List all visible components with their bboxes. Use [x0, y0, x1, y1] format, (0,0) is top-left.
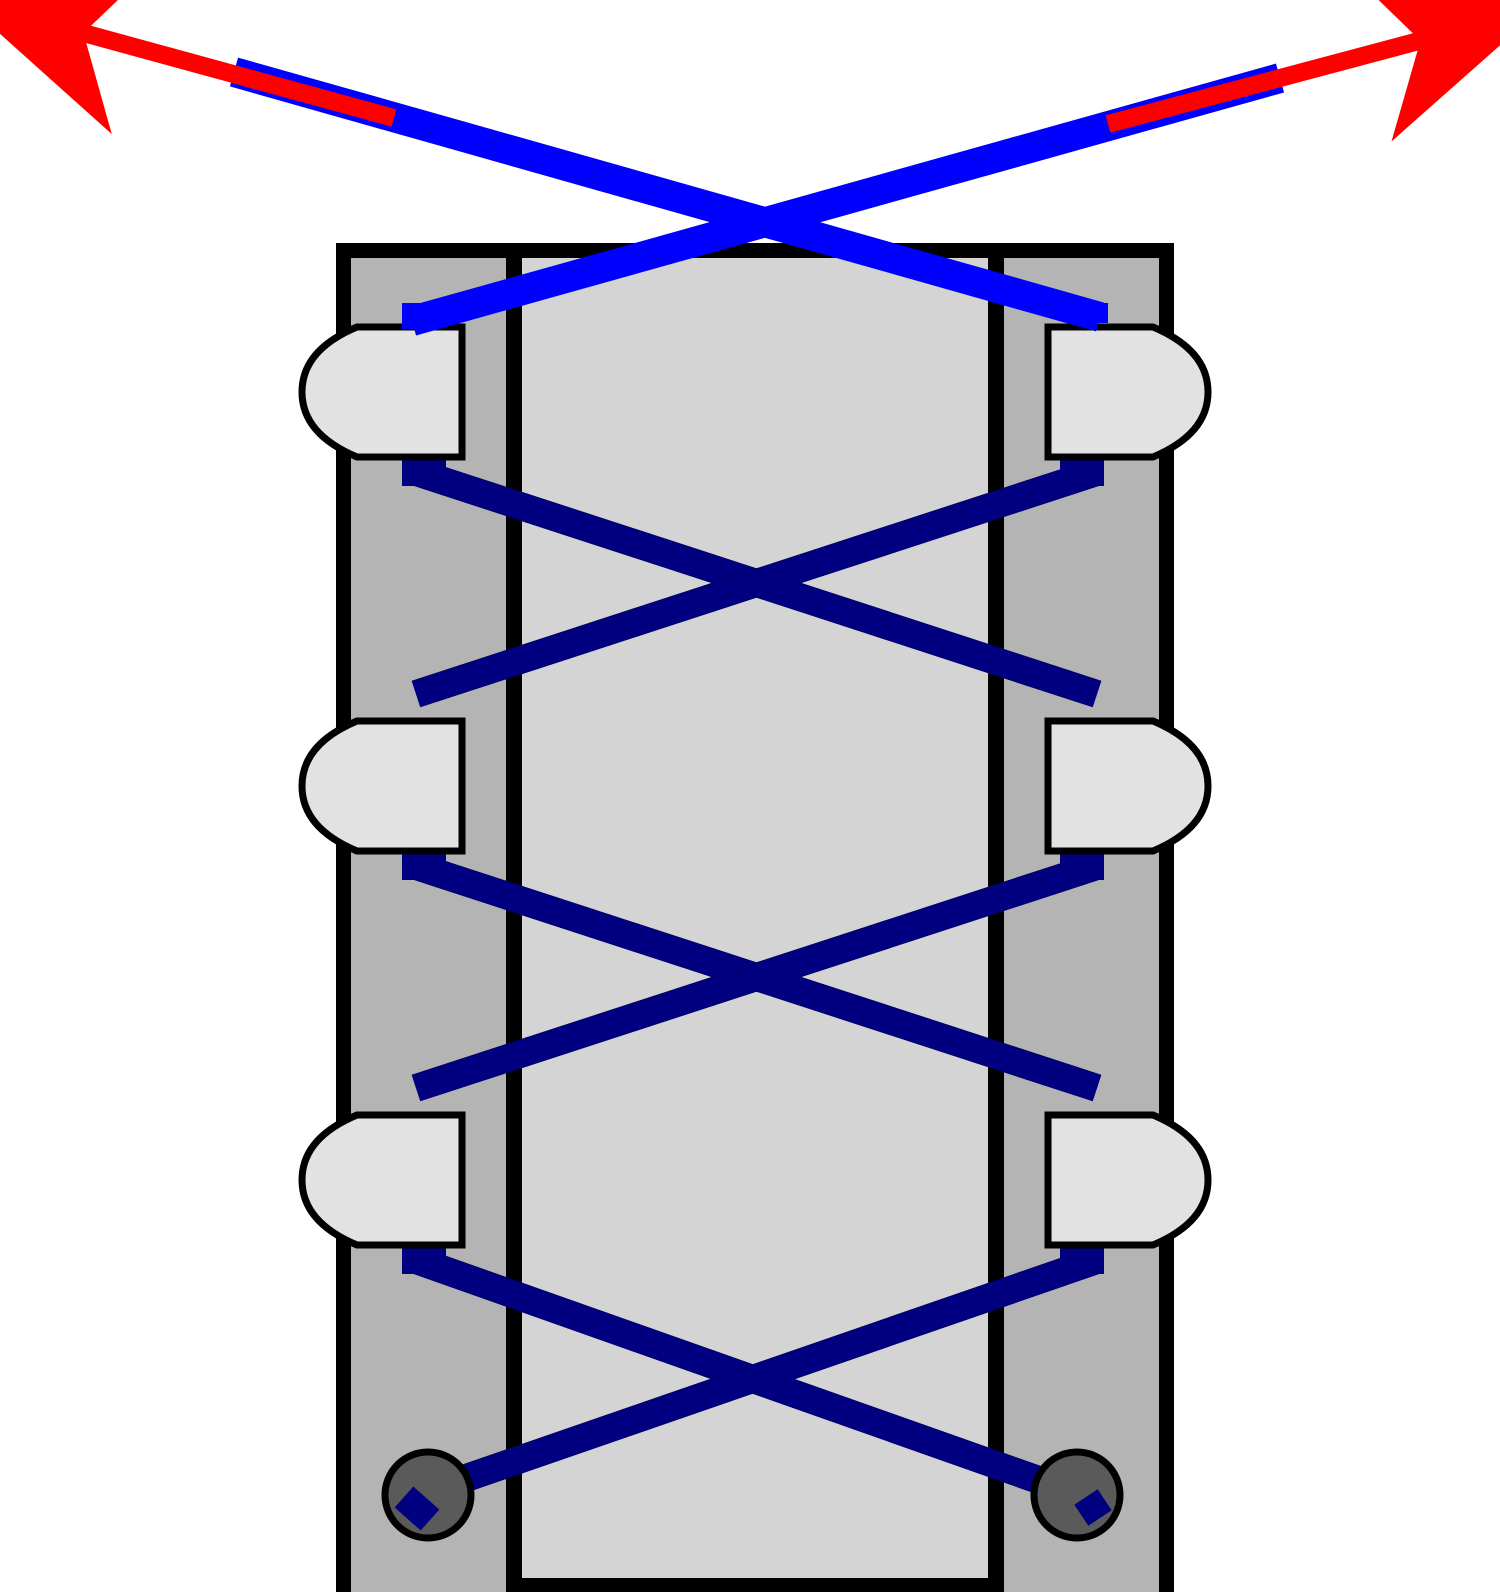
- speed-hook-right-3-icon: [1044, 1111, 1212, 1249]
- lace-segment-2b: [411, 853, 1102, 1101]
- upper-lace-stub-left: [402, 303, 432, 329]
- lace-end-left: [394, 1486, 440, 1531]
- lace-stub-right-2: [1060, 854, 1104, 880]
- speed-hook-left-2-icon: [298, 717, 466, 855]
- upper-laces: [0, 0, 1500, 336]
- lace-segment-1b: [411, 459, 1102, 707]
- eyelet-2-icon: [1030, 1448, 1124, 1542]
- lace-stub-left-3: [402, 1248, 446, 1274]
- eyelets: [381, 1448, 1124, 1542]
- speed-hook-left-1-icon: [298, 323, 466, 461]
- pull-arrow-left-icon: [0, 0, 397, 135]
- lace-stub-right-1: [1060, 460, 1104, 486]
- speed-hook-right-2-icon: [1044, 717, 1212, 855]
- pull-arrow-right-icon: [1105, 0, 1500, 142]
- lace-stub-right-3: [1060, 1248, 1104, 1274]
- lace-stub-left-1: [402, 460, 446, 486]
- lace-segment-3b: [409, 1247, 1102, 1509]
- speed-hooks: [298, 323, 1212, 1249]
- lace-end-right: [1074, 1489, 1112, 1526]
- speed-hook-left-3-icon: [298, 1111, 466, 1249]
- eyelet-1-icon: [381, 1448, 475, 1542]
- speed-hook-right-1-icon: [1044, 323, 1212, 461]
- lace-stub-left-2: [402, 854, 446, 880]
- upper-lace-stub-right: [1078, 303, 1108, 323]
- lower-laces: [402, 458, 1104, 1510]
